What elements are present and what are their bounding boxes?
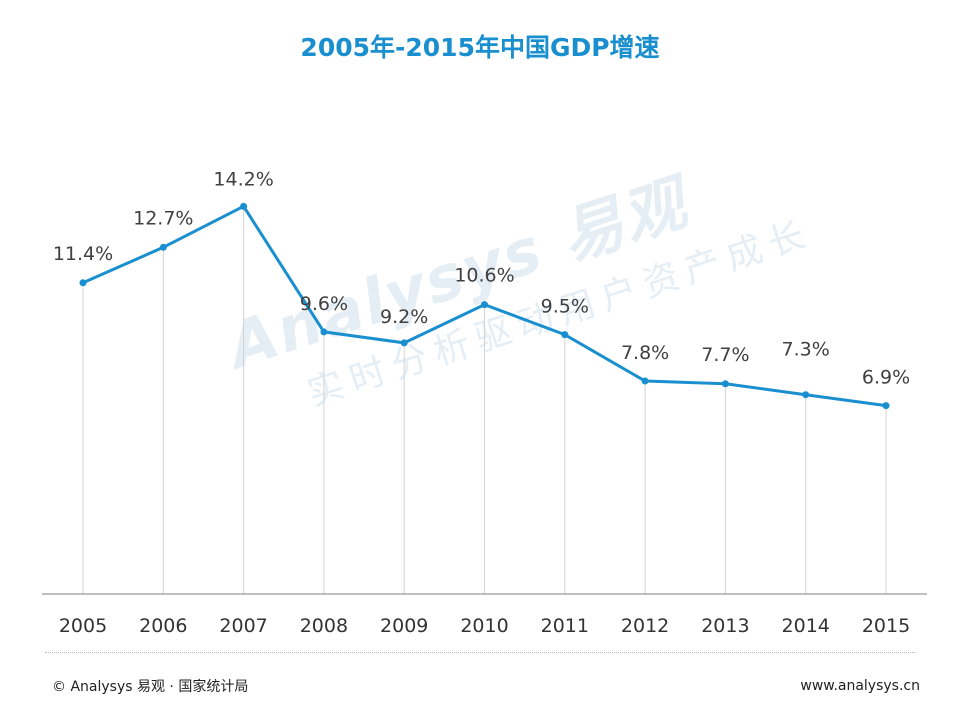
x-tick-label-2008: 2008 <box>300 615 348 637</box>
data-point-2008 <box>320 328 328 336</box>
data-point-2011 <box>561 331 569 339</box>
data-label-2008: 9.6% <box>300 293 348 315</box>
data-point-2013 <box>721 380 729 388</box>
data-label-2006: 12.7% <box>133 207 193 229</box>
data-point-2007 <box>240 202 248 210</box>
x-tick-label-2005: 2005 <box>59 615 107 637</box>
data-label-2013: 7.7% <box>701 344 749 366</box>
footer-divider <box>45 652 915 653</box>
x-tick-label-2009: 2009 <box>380 615 428 637</box>
data-label-2009: 9.2% <box>380 306 428 328</box>
x-tick-label-2013: 2013 <box>701 615 749 637</box>
data-point-2012 <box>641 377 649 385</box>
data-point-2015 <box>882 402 890 410</box>
x-tick-label-2006: 2006 <box>139 615 187 637</box>
x-tick-label-2010: 2010 <box>460 615 508 637</box>
data-label-2007: 14.2% <box>213 168 273 190</box>
x-tick-label-2014: 2014 <box>782 615 830 637</box>
data-point-2006 <box>159 243 167 251</box>
x-tick-label-2011: 2011 <box>541 615 589 637</box>
chart-title: 2005年-2015年中国GDP增速 <box>300 33 660 62</box>
data-label-2012: 7.8% <box>621 342 669 364</box>
data-point-2005 <box>79 279 87 287</box>
data-label-2015: 6.9% <box>862 367 910 389</box>
data-label-2014: 7.3% <box>782 339 830 361</box>
footer-source: © Analysys 易观 · 国家统计局 <box>52 679 249 695</box>
x-tick-label-2007: 2007 <box>219 615 267 637</box>
data-label-2011: 9.5% <box>541 296 589 318</box>
data-label-2005: 11.4% <box>53 243 113 265</box>
data-point-2009 <box>400 339 408 347</box>
x-tick-label-2015: 2015 <box>862 615 910 637</box>
x-tick-label-2012: 2012 <box>621 615 669 637</box>
data-label-2010: 10.6% <box>454 265 514 287</box>
data-point-2010 <box>481 301 488 309</box>
footer-url[interactable]: www.analysys.cn <box>800 678 920 694</box>
data-point-2014 <box>802 391 810 399</box>
